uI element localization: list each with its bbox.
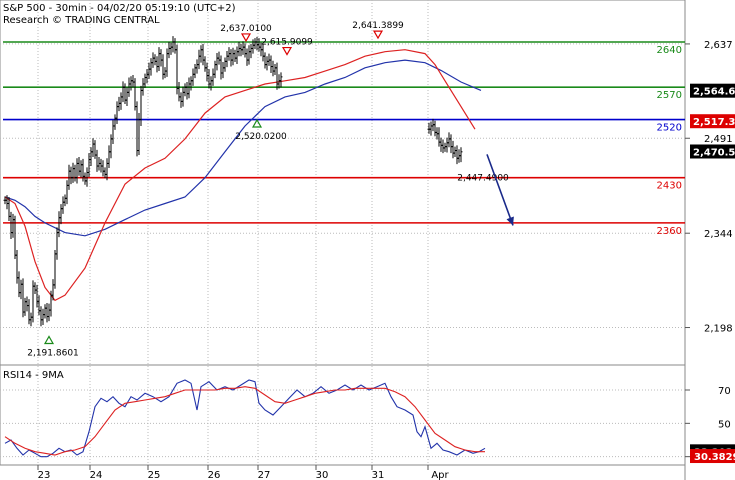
rsi-tag-label: 30.3829 [694, 452, 735, 463]
high-marker-icon [281, 46, 293, 56]
annotation-label: 2,520.0200 [235, 132, 287, 142]
projection-arrow-line [486, 154, 514, 226]
ma-slow-line [4, 59, 482, 237]
price-panel-frame [0, 0, 686, 366]
price-axis-label: 2,344 [704, 229, 733, 240]
x-axis-label: 30 [316, 470, 329, 480]
price-tag-box [690, 83, 735, 98]
price-tag-label: 2,564.62 [693, 87, 735, 98]
annotation-label: 2,637.0100 [220, 24, 272, 34]
x-axis-label: Apr [431, 470, 449, 480]
rsi-panel-frame [0, 364, 686, 466]
annotation-label: 2,447.4900 [457, 173, 509, 183]
low-marker-icon [43, 335, 55, 345]
x-axis-label: 26 [208, 470, 221, 480]
x-axis-label: 27 [258, 470, 271, 480]
x-axis-label: 31 [372, 470, 385, 480]
annotation-label: 2,641.3899 [352, 21, 404, 31]
level-label-2640: 2640 [657, 45, 682, 56]
chart-source: Research © TRADING CENTRAL [3, 15, 160, 26]
price-tag-box [690, 144, 735, 159]
rsi-axis-label: 70 [718, 386, 731, 397]
x-axis-label: 24 [90, 470, 103, 480]
high-marker-icon [240, 33, 252, 43]
price-axis-label: 2,491 [704, 134, 733, 145]
price-tag-label: 2,470.5 [693, 147, 735, 158]
ma-fast-line [4, 49, 476, 302]
annotation-label: 2,191.8601 [27, 348, 79, 358]
rsi-tag-box [690, 449, 735, 464]
rsi-title: RSI14 - 9MA [3, 370, 64, 381]
projection-arrow-head-icon [506, 216, 514, 226]
price-tag-label: 2,517.37 [693, 117, 735, 128]
chart-title: S&P 500 - 30min - 04/02/20 05:19:10 (UTC… [3, 3, 236, 14]
price-axis-label: 2,198 [704, 324, 733, 335]
high-marker-icon [372, 30, 384, 40]
level-label-2520: 2520 [657, 123, 682, 134]
x-axis-label: 25 [148, 470, 161, 480]
rsi-ma-line [4, 386, 485, 456]
low-marker-icon [251, 118, 263, 128]
rsi-axis-label: 50 [718, 419, 731, 430]
level-label-2570: 2570 [657, 90, 682, 101]
level-label-2360: 2360 [657, 226, 682, 237]
level-label-2430: 2430 [657, 181, 682, 192]
annotation-label: 2,615.9099 [261, 38, 313, 48]
price-axis-label: 2,637 [704, 40, 733, 51]
price-tag-box [690, 114, 735, 129]
x-axis-label: 23 [38, 470, 51, 480]
